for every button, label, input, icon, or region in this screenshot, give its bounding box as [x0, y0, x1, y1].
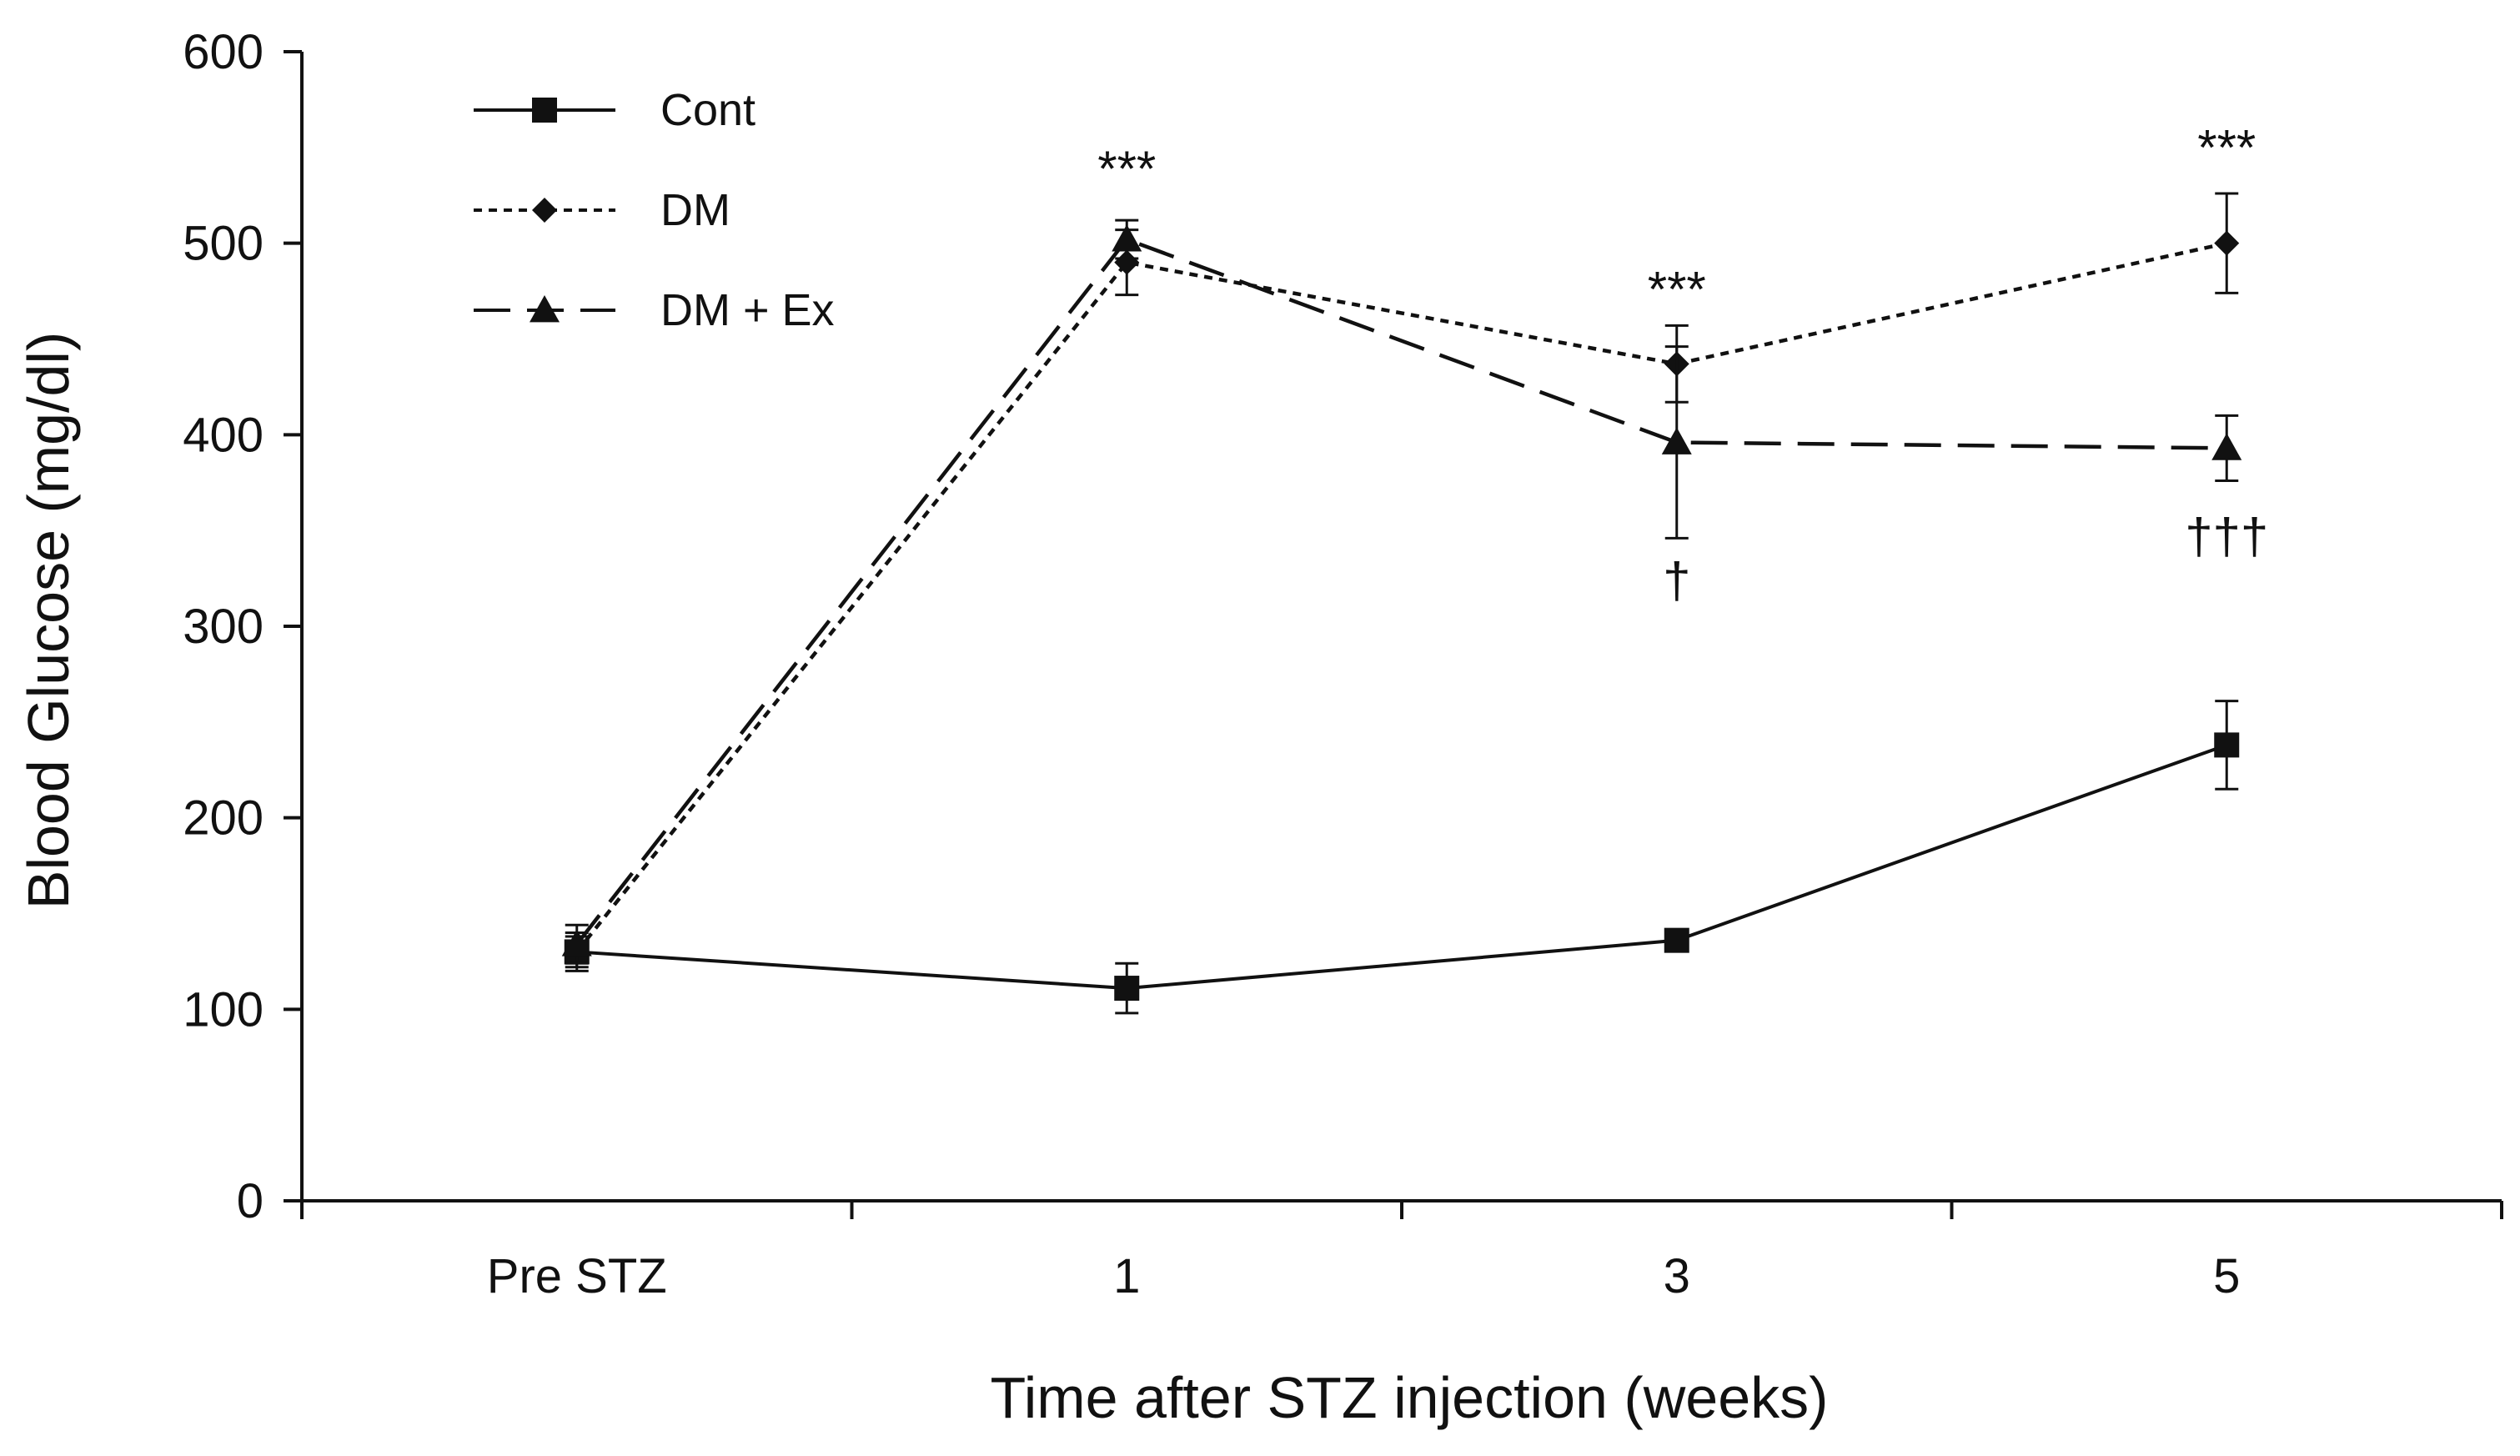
series-line: [576, 743, 2227, 991]
x-tick-label: 1: [1113, 1249, 1140, 1303]
significance-marker: †: [1663, 553, 1690, 609]
x-tick-label: 5: [2213, 1249, 2240, 1303]
y-tick-label: 100: [183, 982, 264, 1037]
y-tick-label: 300: [183, 600, 264, 654]
legend: Cont DM DM + Ex: [474, 85, 835, 335]
y-tick-label: 200: [183, 791, 264, 846]
y-tick-label: 400: [183, 408, 264, 462]
data-point: [1114, 976, 1140, 1002]
data-point: [2211, 433, 2242, 460]
legend-marker: [532, 198, 557, 223]
legend-label: DM: [660, 185, 730, 235]
significance-marker: †††: [2185, 509, 2268, 565]
y-tick-label: 500: [183, 217, 264, 271]
data-point: [561, 929, 592, 956]
data-point: [1664, 927, 1689, 953]
series-line: [575, 237, 2227, 946]
x-tick-label: 3: [1664, 1249, 1690, 1303]
legend-label: Cont: [660, 85, 755, 135]
axes: 0 100 200 300 400 500 600 Pre STZ 1 3 5: [183, 25, 2503, 1303]
annotations: *********††††: [1097, 120, 2268, 609]
legend-label: DM + Ex: [660, 285, 835, 335]
legend-marker: [532, 98, 557, 123]
series-dm-ex: [561, 218, 2242, 965]
significance-marker: ***: [1648, 261, 1706, 317]
series-layer: [561, 192, 2242, 1015]
data-point: [2214, 230, 2240, 256]
x-tick-label: Pre STZ: [487, 1249, 667, 1303]
data-point: [1661, 427, 1692, 454]
data-point: [1114, 249, 1140, 275]
series-line: [575, 241, 2227, 953]
legend-marker: [530, 295, 560, 323]
y-tick-label: 600: [183, 25, 264, 79]
data-point: [2214, 732, 2240, 758]
y-tick-label: 0: [237, 1174, 264, 1228]
data-point: [1112, 224, 1142, 252]
significance-marker: ***: [1097, 141, 1156, 197]
series-cont: [564, 700, 2240, 1015]
x-axis-title: Time after STZ injection (weeks): [991, 1365, 1829, 1430]
y-axis-title: Blood Glucose (mg/dl): [16, 332, 81, 910]
significance-marker: ***: [2197, 120, 2256, 176]
